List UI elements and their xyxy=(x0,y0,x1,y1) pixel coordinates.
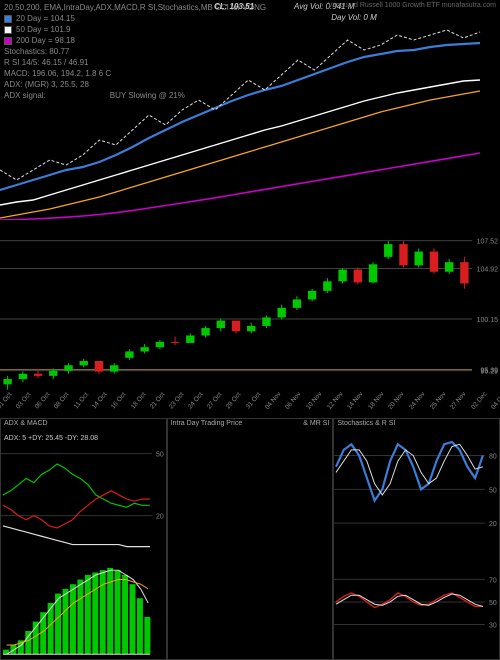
adx-readout: ADX: 5 +DY: 25.45 -DY: 28.08 xyxy=(4,435,98,442)
svg-text:95.29: 95.29 xyxy=(480,369,498,376)
intraday-panel: Intra Day Trading Price & MR SI xyxy=(167,418,334,660)
intraday-title-r: & MR SI xyxy=(303,420,329,432)
ma20-label: 20 Day = 104.15 xyxy=(16,13,75,24)
rsi-label: R SI 14/5: 46.15 / 46.91 xyxy=(4,57,89,68)
header-right: CL: 103.51 Avg Vol: 0.941 M Day Vol: 0 M… xyxy=(214,1,494,23)
candlestick-chart: 107.52104.92100.1595.3995.29 xyxy=(0,225,500,395)
svg-text:70: 70 xyxy=(489,577,497,584)
adx-signal-value: BUY Slowing @ 21% xyxy=(110,90,185,101)
svg-text:20: 20 xyxy=(489,521,497,528)
x-tick: 04 Dec xyxy=(490,391,500,420)
close-value: CL: 103.51 xyxy=(214,1,254,12)
adx-macd-title: ADX & MACD xyxy=(4,420,48,432)
ma50-label: 50 Day = 101.9 xyxy=(16,24,70,35)
adx-signal-label: ADX signal: xyxy=(4,90,46,101)
stochastics-panel: Stochastics & R SI 80 50 20 70 50 30 xyxy=(333,418,500,660)
svg-text:30: 30 xyxy=(489,622,497,629)
intraday-title-l: Intra Day Trading Price xyxy=(171,420,243,432)
ma20-swatch xyxy=(4,15,12,23)
adx-label: ADX: (MGR) 3, 25.5, 28 xyxy=(4,79,89,90)
stoch-label: Stochastics: 80.77 xyxy=(4,46,69,57)
svg-text:107.52: 107.52 xyxy=(477,239,499,246)
ma200-label: 200 Day = 98.18 xyxy=(16,35,75,46)
stochastics-subchart: 80 50 20 70 50 30 xyxy=(334,433,499,658)
svg-text:104.92: 104.92 xyxy=(477,266,499,273)
svg-text:50: 50 xyxy=(489,487,497,494)
svg-text:80: 80 xyxy=(489,453,497,460)
svg-text:50: 50 xyxy=(489,600,497,607)
svg-text:100.15: 100.15 xyxy=(477,317,499,324)
x-axis: 01 Oct03 Oct06 Oct08 Oct11 Oct14 Oct16 O… xyxy=(0,395,500,415)
ma200-swatch xyxy=(4,37,12,45)
stochastics-title: Stochastics & R SI xyxy=(337,420,395,432)
dayvol-value: Day Vol: 0 M xyxy=(331,13,377,22)
adx-macd-panel: ADX & MACD ADX: 5 +DY: 25.45 -DY: 28.08 … xyxy=(0,418,167,660)
intraday-body xyxy=(168,433,333,659)
macd-label: MACD: 196.06, 194.2, 1.8 6 C xyxy=(4,68,111,79)
ma50-swatch xyxy=(4,26,12,34)
source-label: Vanguard Russell 1000 Growth ETF munafas… xyxy=(328,0,496,11)
macd-subchart xyxy=(1,433,166,658)
